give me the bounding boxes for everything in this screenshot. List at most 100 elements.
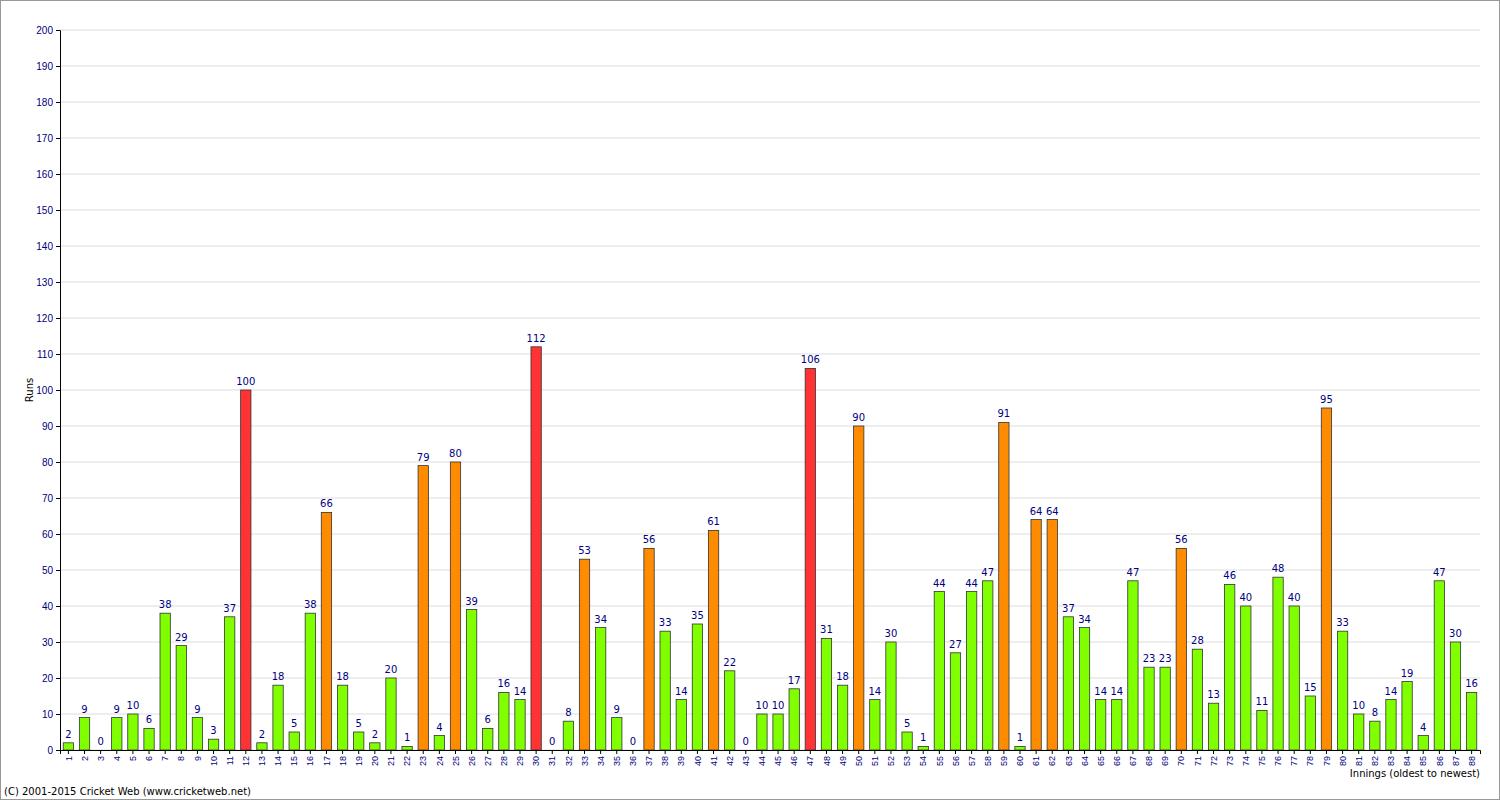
x-tick: 6 [144, 750, 154, 761]
x-tick: 2 [80, 750, 90, 761]
x-tick: 59 [999, 750, 1009, 766]
x-tick-mark [1471, 750, 1472, 754]
x-tick-mark [1197, 750, 1198, 754]
x-tick-label: 15 [289, 756, 299, 766]
x-tick: 42 [725, 750, 735, 766]
bar [128, 714, 138, 750]
x-tick-mark [923, 750, 924, 754]
y-tick-label: 140 [36, 241, 53, 252]
x-tick-label: 43 [741, 756, 751, 766]
y-tick-mark [56, 318, 60, 319]
y-tick-label: 160 [36, 169, 53, 180]
x-tick-label: 53 [902, 756, 912, 766]
x-tick: 44 [757, 750, 767, 766]
x-tick-mark [1326, 750, 1327, 754]
data-label: 5 [356, 718, 362, 729]
x-tick: 32 [564, 750, 574, 766]
bar [1031, 520, 1041, 750]
y-tick-mark [56, 606, 60, 607]
y-tick: 100 [36, 385, 60, 396]
x-tick-label: 26 [467, 756, 477, 766]
y-tick-mark [56, 174, 60, 175]
x-tick: 35 [612, 750, 622, 766]
x-tick: 52 [886, 750, 896, 766]
data-label: 48 [1272, 563, 1285, 574]
y-tick-label: 180 [36, 97, 53, 108]
x-tick: 1 [64, 750, 74, 761]
data-label: 40 [1288, 592, 1301, 603]
x-tick: 76 [1273, 750, 1283, 766]
x-tick-label: 74 [1241, 756, 1251, 766]
bar [1386, 700, 1396, 750]
grid-line [60, 354, 1480, 355]
x-tick-mark [568, 750, 569, 754]
x-tick-mark [1116, 750, 1117, 754]
data-label: 2 [259, 729, 265, 740]
x-tick-label: 86 [1435, 756, 1445, 766]
y-tick-label: 200 [36, 25, 53, 36]
bar [1063, 617, 1073, 750]
grid-line [60, 102, 1480, 103]
y-tick-mark [56, 138, 60, 139]
x-tick-label: 4 [112, 756, 122, 761]
x-tick: 38 [660, 750, 670, 766]
x-tick-mark [439, 750, 440, 754]
x-tick-label: 44 [757, 756, 767, 766]
data-label: 90 [852, 412, 865, 423]
x-tick-label: 79 [1322, 756, 1332, 766]
y-tick-label: 40 [42, 601, 54, 612]
grid-line [60, 498, 1480, 499]
x-tick: 75 [1257, 750, 1267, 766]
x-tick-label: 57 [967, 756, 977, 766]
x-tick-mark [681, 750, 682, 754]
data-label: 14 [514, 686, 527, 697]
y-axis-line [56, 31, 61, 751]
x-tick-mark [1407, 750, 1408, 754]
x-tick-label: 82 [1370, 756, 1380, 766]
x-tick-label: 28 [499, 756, 509, 766]
data-label: 9 [114, 704, 120, 715]
bar [902, 732, 912, 750]
x-tick-mark [1278, 750, 1279, 754]
y-tick-label: 30 [42, 637, 54, 648]
x-tick: 81 [1354, 750, 1364, 766]
x-tick-mark [116, 750, 117, 754]
x-tick-label: 59 [999, 756, 1009, 766]
x-tick: 21 [386, 750, 396, 766]
data-label: 16 [1465, 678, 1478, 689]
data-label: 14 [868, 686, 881, 697]
data-label: 14 [1385, 686, 1398, 697]
data-label: 2 [372, 729, 378, 740]
x-tick: 72 [1209, 750, 1219, 766]
data-label: 34 [594, 614, 607, 625]
data-label: 0 [97, 736, 103, 747]
data-label: 8 [565, 707, 571, 718]
x-tick-mark [84, 750, 85, 754]
x-tick-label: 13 [257, 756, 267, 766]
data-label: 1 [404, 732, 410, 743]
x-tick-mark [1342, 750, 1343, 754]
x-tick: 3 [96, 750, 106, 761]
bar [1241, 606, 1251, 750]
bar [466, 610, 476, 750]
y-tick-label: 80 [42, 457, 54, 468]
y-tick-label: 0 [47, 745, 53, 756]
data-label: 80 [449, 448, 462, 459]
x-tick-mark [600, 750, 601, 754]
y-tick-label: 70 [42, 493, 54, 504]
x-tick-mark [1084, 750, 1085, 754]
x-tick-mark [310, 750, 311, 754]
x-tick-label: 66 [1112, 756, 1122, 766]
grid-line [60, 390, 1480, 391]
x-tick-label: 33 [580, 756, 590, 766]
data-label: 0 [743, 736, 749, 747]
data-label: 10 [772, 700, 785, 711]
data-label: 100 [236, 376, 255, 387]
x-tick: 53 [902, 750, 912, 766]
x-tick-label: 50 [854, 756, 864, 766]
bar [1015, 746, 1025, 750]
x-tick-label: 9 [193, 756, 203, 761]
x-tick: 30 [531, 750, 541, 766]
data-label: 47 [1433, 567, 1446, 578]
y-tick: 200 [36, 25, 60, 36]
